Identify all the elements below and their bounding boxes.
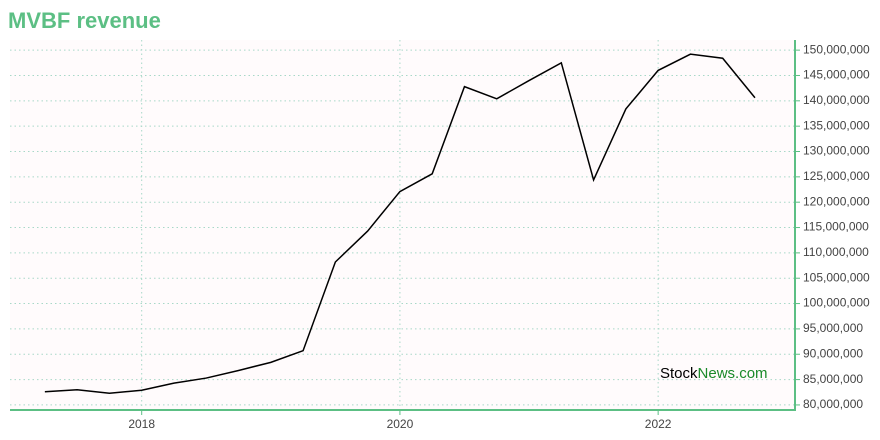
x-tick-label: 2020 (387, 417, 414, 431)
y-tick-label: 85,000,000 (803, 372, 863, 386)
y-tick-label: 115,000,000 (803, 220, 869, 234)
watermark: StockNews.com (660, 365, 768, 382)
y-tick-label: 135,000,000 (803, 118, 870, 132)
line-series (44, 53, 756, 395)
y-tick-label: 150,000,000 (803, 42, 870, 56)
chart-title: MVBF revenue (8, 8, 161, 33)
y-tick-label: 110,000,000 (803, 245, 869, 259)
x-tick-label: 2022 (645, 417, 672, 431)
watermark-part: Stock (660, 365, 698, 382)
y-tick-label: 125,000,000 (803, 169, 870, 183)
y-tick-label: 140,000,000 (803, 93, 870, 107)
y-tick-label: 90,000,000 (803, 346, 863, 360)
watermark-part: News.com (698, 365, 768, 382)
x-tick-label: 2018 (128, 417, 155, 431)
y-tick-label: 130,000,000 (803, 144, 870, 158)
y-tick-label: 80,000,000 (803, 397, 863, 411)
y-tick-label: 145,000,000 (803, 68, 870, 82)
plot-area (10, 40, 795, 410)
y-tick-label: 100,000,000 (803, 296, 870, 310)
y-tick-label: 95,000,000 (803, 321, 863, 335)
y-tick-label: 120,000,000 (803, 194, 870, 208)
y-tick-label: 105,000,000 (803, 270, 870, 284)
